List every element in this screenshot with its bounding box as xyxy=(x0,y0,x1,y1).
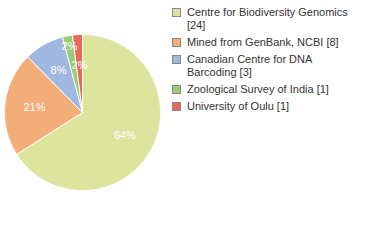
svg-text:2%: 2% xyxy=(62,40,78,52)
html-text:Canadian Centre for DNA Barcod: Canadian Centre for DNA Barcoding [3] xyxy=(187,53,312,78)
svg-text:8%: 8% xyxy=(51,64,67,76)
html-text:Zoological Survey of India [1]: Zoological Survey of India [1] xyxy=(187,83,329,95)
html-text:Centre for Biodiversity Genomi: Centre for Biodiversity Genomics [24] xyxy=(187,6,348,31)
svg-text:64%: 64% xyxy=(114,129,136,141)
svg-text:2%: 2% xyxy=(72,59,88,71)
html-text:Mined from GenBank, NCBI [8]: Mined from GenBank, NCBI [8] xyxy=(187,36,339,48)
html-text:University of Oulu [1]: University of Oulu [1] xyxy=(187,100,290,112)
svg-text:21%: 21% xyxy=(23,101,45,113)
